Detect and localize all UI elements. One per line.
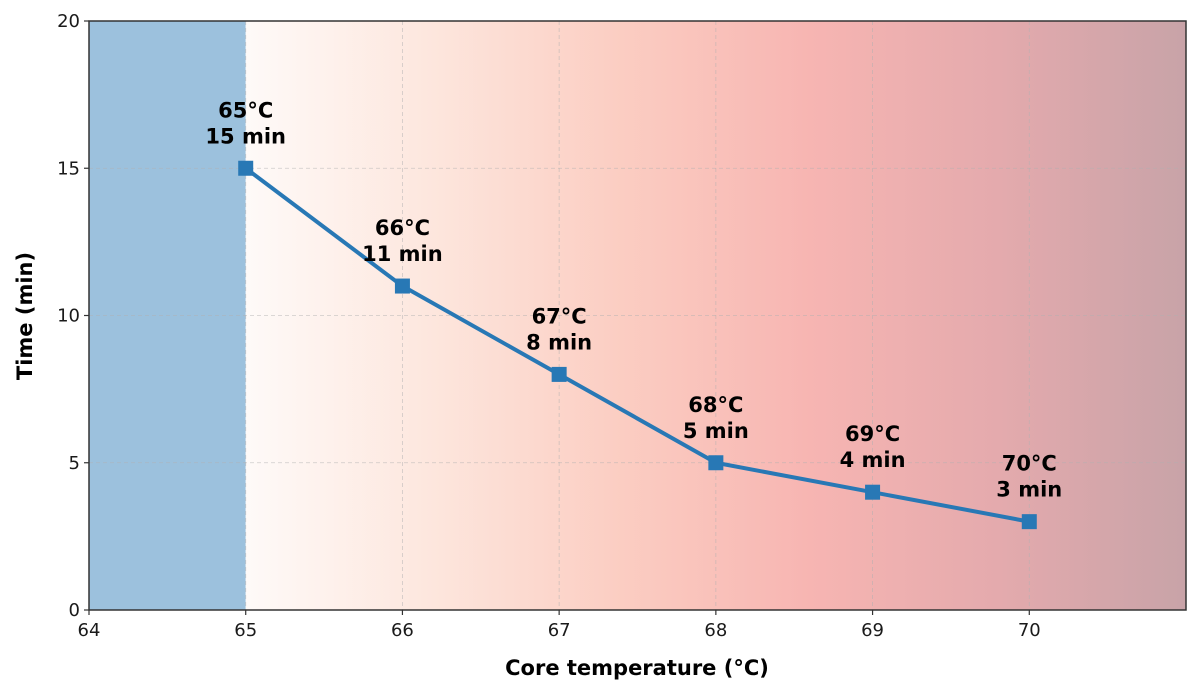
data-point-marker — [394, 278, 410, 294]
x-tick-label: 65 — [234, 620, 257, 641]
series-line — [244, 166, 1030, 524]
annotation-time: 11 min — [362, 242, 443, 266]
data-point-marker — [238, 160, 254, 176]
data-point-marker — [708, 455, 724, 471]
annotation-temperature: 65°C — [218, 98, 273, 122]
y-axis-label: Time (min) — [13, 252, 37, 380]
y-tick-label: 15 — [57, 158, 80, 179]
annotation-temperature: 68°C — [688, 393, 743, 417]
x-tick-label: 70 — [1018, 620, 1041, 641]
annotation-temperature: 69°C — [845, 422, 900, 446]
x-tick-label: 68 — [704, 620, 727, 641]
x-tick-label: 66 — [391, 620, 414, 641]
axes: 64 65 66 67 68 69 70 0 5 10 15 20 — [57, 11, 1187, 641]
x-tick-label: 69 — [861, 620, 884, 641]
annotation-temperature: 66°C — [375, 216, 430, 240]
series-holding-time — [238, 160, 1037, 530]
data-point-marker — [1021, 514, 1037, 530]
data-point-marker — [551, 366, 567, 382]
y-tick-label: 0 — [69, 600, 80, 621]
x-tick-label: 67 — [548, 620, 571, 641]
point-annotations: 65°C15 min 66°C11 min 67°C8 min 68°C5 min 69… — [205, 98, 1062, 501]
annotation-time: 5 min — [683, 419, 749, 443]
x-tick-label: 64 — [78, 620, 101, 641]
y-tick-label: 20 — [57, 11, 80, 32]
annotation-time: 4 min — [840, 448, 906, 472]
annotation-time: 8 min — [526, 330, 592, 354]
y-tick-label: 5 — [69, 453, 80, 474]
y-tick-label: 10 — [57, 306, 80, 327]
annotation-temperature: 67°C — [532, 304, 587, 328]
data-point-marker — [865, 484, 881, 500]
annotation-time: 3 min — [996, 478, 1062, 502]
annotation-time: 15 min — [205, 124, 286, 148]
x-axis-label: Core temperature (°C) — [505, 656, 769, 680]
annotation-temperature: 70°C — [1002, 452, 1057, 476]
